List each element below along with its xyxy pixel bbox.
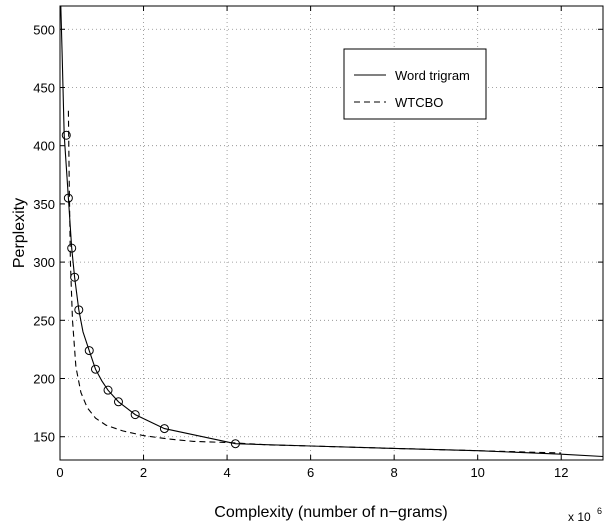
- data-point-marker: [70, 272, 80, 282]
- legend: Word trigram WTCBO: [343, 48, 487, 120]
- y-tick-label: 350: [33, 197, 55, 212]
- data-point-marker: [67, 243, 77, 253]
- data-point-marker: [130, 410, 140, 420]
- x-axis-label: Complexity (number of n−grams): [214, 504, 447, 521]
- x-scale-exponent: 6: [597, 506, 602, 516]
- y-tick-label: 500: [33, 22, 55, 37]
- y-tick-label: 150: [33, 430, 55, 445]
- grid-lines: [60, 6, 603, 460]
- series-line-wtcbo: [67, 110, 562, 454]
- plot-background: [60, 6, 603, 460]
- data-point-marker: [84, 346, 94, 356]
- data-point-marker: [61, 130, 71, 140]
- y-tick-label: 300: [33, 255, 55, 270]
- legend-label-wtcbo: WTCBO: [395, 95, 443, 110]
- y-tick-label: 200: [33, 372, 55, 387]
- x-tick-label: 6: [307, 465, 314, 480]
- x-tick-label: 4: [223, 465, 230, 480]
- data-point-marker: [113, 397, 123, 407]
- data-point-marker: [159, 424, 169, 434]
- y-tick-label: 400: [33, 139, 55, 154]
- data-series: [60, 6, 603, 458]
- x-tick-label: 0: [56, 465, 63, 480]
- data-point-marker: [103, 385, 113, 395]
- axis-ticks: 0 2 4 6 8 10 12 150 200 250 300 350 400 450 500: [33, 6, 603, 480]
- data-point-marker: [91, 364, 101, 374]
- x-tick-label: 8: [391, 465, 398, 480]
- y-tick-label: 250: [33, 313, 55, 328]
- y-tick-label: 450: [33, 80, 55, 95]
- legend-label-word-trigram: Word trigram: [395, 68, 470, 83]
- data-point-marker: [74, 305, 84, 315]
- x-tick-label: 10: [470, 465, 484, 480]
- x-tick-label: 12: [554, 465, 568, 480]
- x-scale-factor: x 10: [568, 510, 591, 524]
- plot-frame: [59, 5, 604, 461]
- y-axis-label: Perplexity: [11, 198, 28, 268]
- data-point-marker: [63, 193, 73, 203]
- x-tick-label: 2: [140, 465, 147, 480]
- legend-box: [343, 48, 487, 120]
